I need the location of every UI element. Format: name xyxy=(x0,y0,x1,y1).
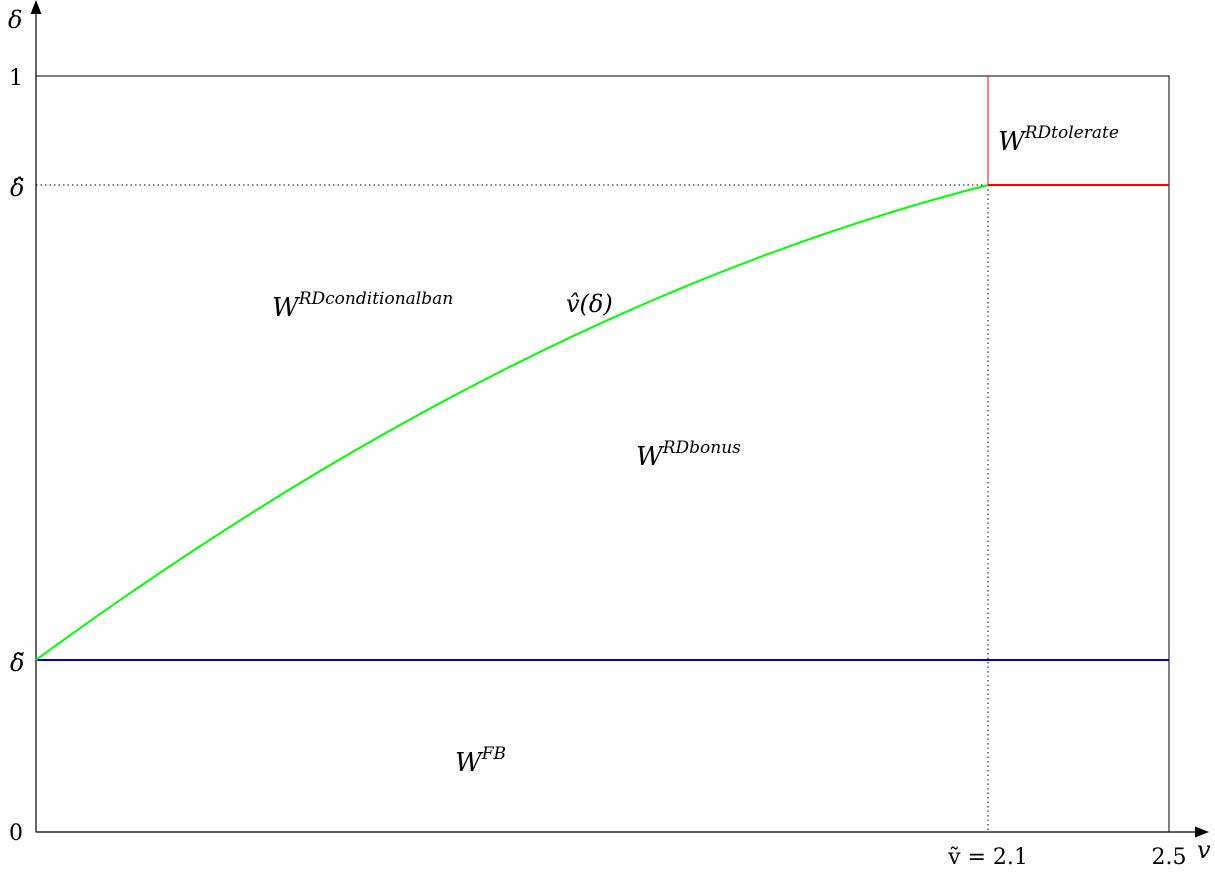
region-label-bonus: WRDbonus xyxy=(636,438,741,472)
x-axis-arrow-icon xyxy=(1195,826,1209,838)
y-tick-delta-tilde: δ̃ xyxy=(10,649,24,677)
x-tick-max: 2.5 xyxy=(1152,845,1187,870)
region-label-conditional-ban: WRDconditionalban xyxy=(272,289,453,323)
region-label-first-best: WFB xyxy=(455,744,506,778)
y-axis-label: δ xyxy=(8,6,22,34)
x-origin-label: 0 xyxy=(9,821,23,846)
x-axis-label: v xyxy=(1197,836,1211,864)
y-axis-arrow-icon xyxy=(30,0,42,14)
x-tick-v-tilde: ṽ = 2.1 xyxy=(947,845,1028,870)
y-tick-one: 1 xyxy=(9,66,23,91)
region-label-tolerate: WRDtolerate xyxy=(998,123,1119,157)
curve-label: v̂(δ) xyxy=(566,290,613,318)
v-hat-curve xyxy=(35,184,989,661)
plot-frame xyxy=(35,75,1170,833)
y-tick-delta-hat: δ̂ xyxy=(10,174,24,202)
